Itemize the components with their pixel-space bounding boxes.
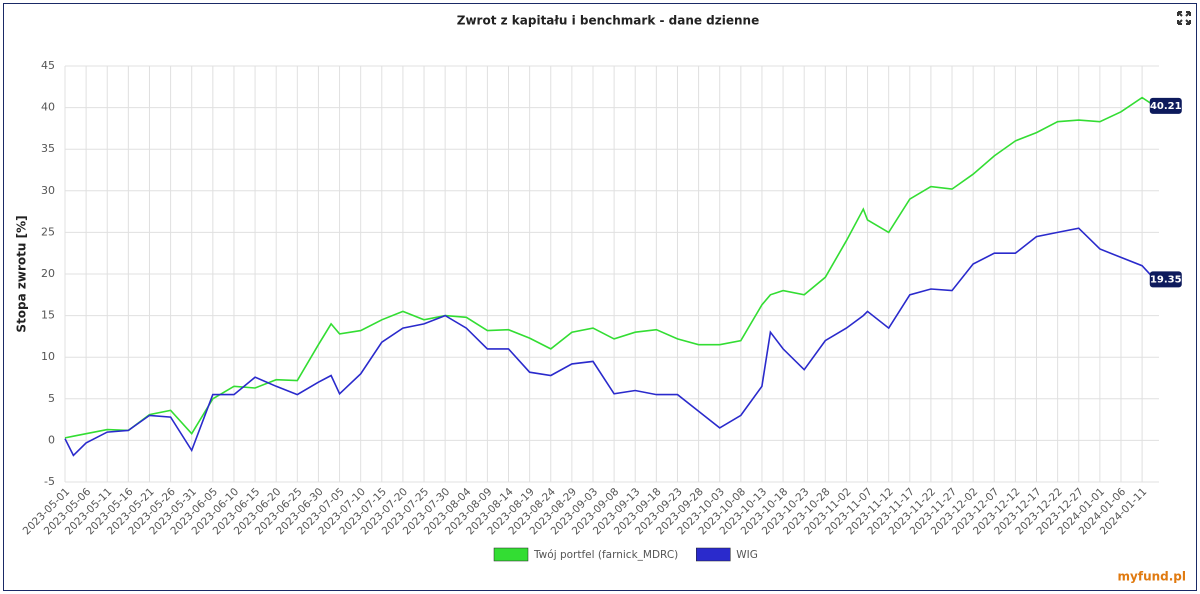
legend-label: WIG — [736, 549, 758, 561]
end-label: 40.21 — [1150, 101, 1182, 112]
legend-label: Twój portfel (farnick_MDRC) — [533, 549, 678, 561]
legend-swatch — [696, 547, 731, 562]
end-label: 19.35 — [1150, 274, 1182, 285]
y-tick-label: 10 — [41, 350, 55, 363]
y-tick-label: 45 — [41, 59, 55, 72]
series-line — [64, 96, 1156, 439]
y-tick-label: 40 — [41, 101, 55, 114]
end-label-box — [1149, 97, 1182, 114]
y-tick-label: 25 — [41, 225, 55, 238]
logo: myfund.pl — [1118, 570, 1186, 584]
y-tick-label: 15 — [41, 309, 55, 322]
y-tick-label: 0 — [48, 433, 55, 446]
y-tick-label: 20 — [41, 267, 55, 280]
y-tick-label: 35 — [41, 142, 55, 155]
expand-icon[interactable] — [1177, 11, 1191, 25]
y-tick-label: 5 — [48, 392, 55, 405]
chart-title: Zwrot z kapitału i benchmark - dane dzie… — [457, 14, 759, 28]
end-label-box — [1149, 271, 1182, 288]
y-tick-label: 30 — [41, 184, 55, 197]
frame — [3, 3, 1197, 591]
legend-swatch — [493, 547, 529, 562]
series-line — [64, 227, 1156, 457]
y-tick-label: -5 — [44, 475, 55, 488]
y-axis-label: Stopa zwrotu [%] — [15, 215, 29, 332]
